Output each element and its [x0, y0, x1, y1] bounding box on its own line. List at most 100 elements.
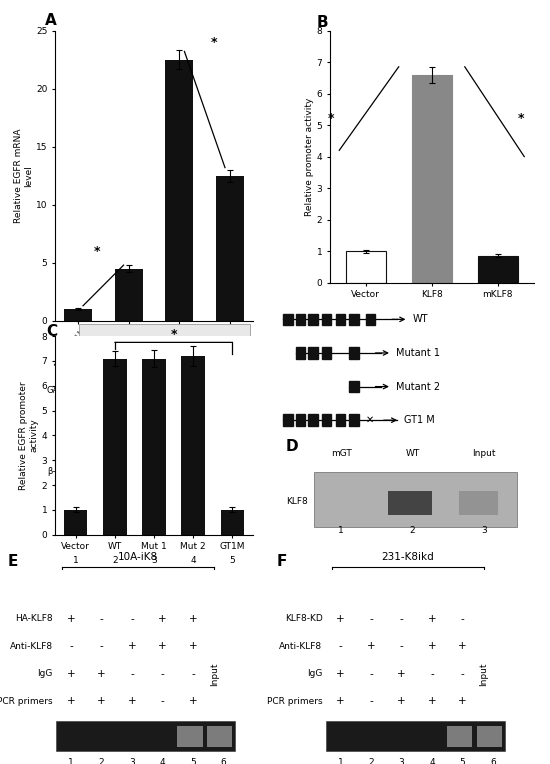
- Bar: [366, 313, 375, 325]
- Bar: [212, 354, 241, 371]
- Text: Input: Input: [210, 662, 219, 685]
- Bar: [212, 439, 241, 451]
- Bar: [212, 413, 241, 424]
- Bar: [103, 358, 127, 535]
- Text: -: -: [400, 641, 404, 652]
- Bar: [308, 313, 318, 325]
- Text: Anti-KLF8: Anti-KLF8: [279, 642, 322, 651]
- Text: *: *: [94, 245, 101, 258]
- Text: *: *: [170, 328, 177, 341]
- Bar: [388, 490, 432, 515]
- Text: *: *: [518, 112, 524, 125]
- Text: F: F: [277, 554, 287, 569]
- Text: mGT: mGT: [331, 448, 351, 458]
- Text: 4: 4: [224, 500, 229, 509]
- Text: 2: 2: [112, 556, 118, 565]
- Bar: [126, 381, 156, 399]
- Text: 2: 2: [368, 758, 374, 764]
- Bar: [447, 726, 472, 746]
- Text: PCR primers: PCR primers: [267, 697, 322, 706]
- Text: 1: 1: [338, 758, 344, 764]
- Text: C: C: [46, 324, 58, 338]
- Text: 2: 2: [139, 500, 144, 509]
- Text: PCR primers: PCR primers: [0, 697, 53, 706]
- Text: -: -: [161, 696, 164, 707]
- Bar: [296, 313, 305, 325]
- Text: 1: 1: [68, 758, 74, 764]
- Bar: [56, 720, 235, 751]
- Bar: [221, 510, 244, 535]
- Bar: [349, 380, 359, 393]
- Text: 6: 6: [490, 758, 496, 764]
- Text: +: +: [397, 668, 406, 679]
- Text: IgG: IgG: [307, 669, 322, 678]
- Text: +: +: [189, 613, 197, 624]
- Bar: [207, 726, 233, 746]
- Bar: [336, 414, 345, 426]
- Text: +: +: [337, 696, 345, 707]
- Bar: [126, 466, 156, 478]
- Text: 5: 5: [459, 758, 465, 764]
- Text: 4: 4: [160, 758, 166, 764]
- Bar: [314, 472, 517, 527]
- Text: WT: WT: [405, 448, 420, 458]
- Bar: [115, 269, 142, 321]
- Text: +: +: [189, 696, 197, 707]
- Bar: [169, 466, 199, 478]
- Text: IgG: IgG: [37, 669, 53, 678]
- Bar: [84, 413, 113, 424]
- Text: 5: 5: [190, 758, 196, 764]
- Text: -: -: [430, 668, 434, 679]
- Bar: [349, 414, 359, 426]
- Text: 3: 3: [481, 526, 487, 535]
- Bar: [412, 75, 452, 283]
- Text: A: A: [45, 13, 57, 28]
- Text: Input: Input: [479, 662, 488, 685]
- Text: +: +: [128, 641, 136, 652]
- Text: GT1 M: GT1 M: [404, 415, 435, 426]
- Bar: [169, 439, 199, 451]
- Bar: [126, 354, 156, 371]
- Bar: [142, 358, 166, 535]
- Bar: [126, 439, 156, 451]
- Y-axis label: Relative promoter activity: Relative promoter activity: [305, 98, 314, 215]
- Text: 231-K8ikd: 231-K8ikd: [381, 552, 434, 562]
- Text: +: +: [458, 641, 467, 652]
- Text: 4: 4: [190, 556, 196, 565]
- Bar: [322, 347, 331, 359]
- Text: E: E: [7, 554, 18, 569]
- Text: Anti-KLF8: Anti-KLF8: [10, 642, 53, 651]
- Text: +: +: [428, 613, 436, 624]
- Text: +: +: [397, 696, 406, 707]
- Bar: [477, 726, 502, 746]
- Text: KLF8-KD: KLF8-KD: [285, 614, 322, 623]
- Text: -: -: [369, 613, 373, 624]
- Text: D: D: [286, 439, 299, 455]
- Text: KLF8: KLF8: [56, 441, 76, 450]
- Bar: [283, 414, 293, 426]
- Text: WT: WT: [412, 314, 428, 325]
- Text: 1: 1: [73, 556, 79, 565]
- Bar: [308, 414, 318, 426]
- Bar: [216, 176, 244, 321]
- Bar: [84, 466, 113, 478]
- Text: -: -: [339, 641, 343, 652]
- Text: -: -: [130, 613, 134, 624]
- Text: 1: 1: [96, 500, 101, 509]
- Text: +: +: [97, 696, 106, 707]
- Text: +: +: [458, 696, 467, 707]
- Text: +: +: [67, 613, 75, 624]
- Bar: [336, 313, 345, 325]
- Text: B: B: [316, 15, 328, 30]
- Text: β-actin: β-actin: [47, 468, 76, 477]
- Bar: [349, 347, 359, 359]
- Text: 6: 6: [221, 758, 226, 764]
- Bar: [212, 466, 241, 478]
- Bar: [64, 309, 92, 321]
- Text: -: -: [400, 613, 404, 624]
- Text: -: -: [100, 641, 103, 652]
- Text: +: +: [428, 641, 436, 652]
- Bar: [322, 313, 331, 325]
- Text: -: -: [369, 696, 373, 707]
- Bar: [169, 354, 199, 371]
